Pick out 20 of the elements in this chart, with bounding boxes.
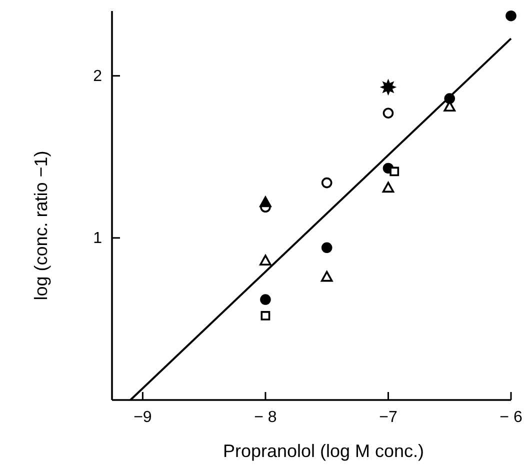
point [321,177,332,188]
point [260,294,271,305]
y-axis-title: log (conc. ratio −1) [31,150,51,300]
point [260,196,272,208]
point [260,254,272,266]
point [390,166,400,176]
point [260,311,270,320]
x-tick-label: − 6 [500,409,522,426]
point [320,270,333,282]
point [506,10,516,22]
y-tick-label: 1 [93,230,102,247]
x-tick-label: −7 [379,409,398,426]
point [382,108,394,119]
point [382,182,394,193]
x-axis-title: Propranolol (log M conc.) [222,441,424,461]
point [381,80,396,94]
x-tick-label: −9 [134,409,152,426]
point [321,242,332,254]
x-tick-label: − 8 [254,409,277,426]
y-tick-label: 2 [93,68,102,85]
